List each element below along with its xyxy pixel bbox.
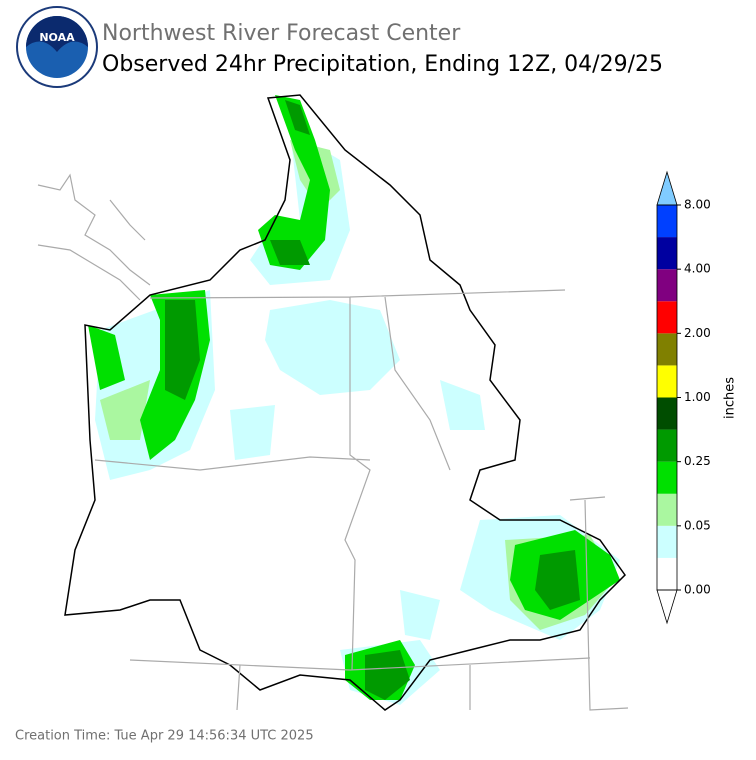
basin-outline [64, 94, 626, 711]
colorbar-segment [657, 237, 677, 270]
colorbar-tick-label: 1.00 [684, 390, 711, 404]
colorbar-segment [657, 301, 677, 334]
noaa-logo: NOAA [16, 6, 98, 88]
map [37, 94, 629, 711]
colorbar-segment [657, 365, 677, 398]
agency-title: Northwest River Forecast Center [102, 21, 461, 46]
colorbar: 0.00 0.05 0.25 1.00 2.00 4.00 8.00 [656, 170, 711, 625]
colorbar-under [656, 589, 678, 625]
colorbar-label: inches [723, 377, 738, 419]
coastline [37, 173, 151, 301]
colorbar-segment [657, 397, 677, 430]
colorbar-segment [657, 429, 677, 462]
colorbar-tick-label: 0.00 [684, 583, 711, 597]
colorbar-tick-label: 4.00 [684, 262, 711, 276]
colorbar-segment [657, 461, 677, 494]
logo-text: NOAA [39, 31, 75, 44]
colorbar-tick-label: 0.25 [684, 454, 711, 468]
colorbar-tick-label: 0.05 [684, 518, 711, 532]
colorbar-segment [657, 333, 677, 366]
colorbar-tick-label: 8.00 [684, 198, 711, 212]
precip-heavier [165, 100, 580, 700]
map-title: Observed 24hr Precipitation, Ending 12Z,… [102, 52, 663, 77]
colorbar-over [656, 170, 678, 206]
colorbar-segment [657, 525, 677, 558]
colorbar-segment [657, 205, 677, 238]
colorbar-segment [657, 269, 677, 302]
state-boundaries [94, 289, 629, 711]
creation-time: Creation Time: Tue Apr 29 14:56:34 UTC 2… [15, 729, 314, 744]
colorbar-tick-label: 2.00 [684, 326, 711, 340]
colorbar-segment [657, 493, 677, 526]
colorbar-segment [657, 557, 677, 590]
